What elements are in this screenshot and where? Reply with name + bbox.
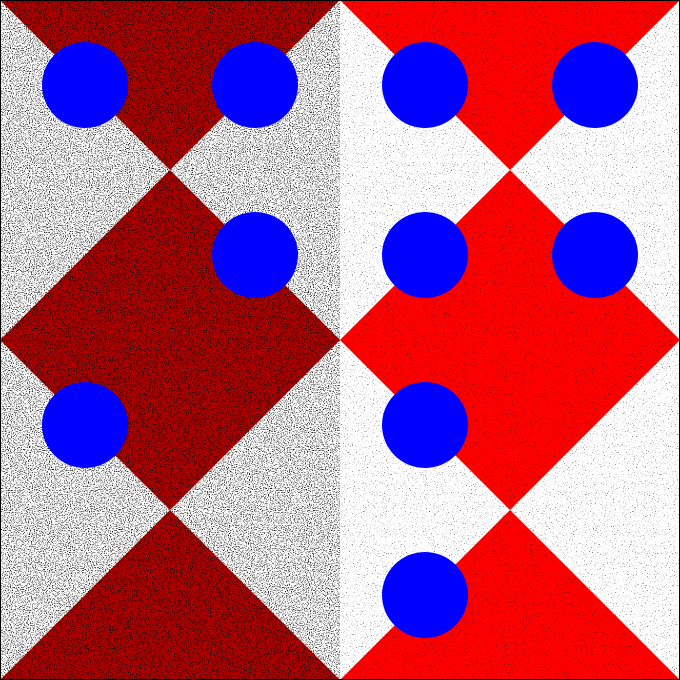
blue-token[interactable] — [382, 42, 468, 128]
blue-token[interactable] — [552, 42, 638, 128]
blue-token[interactable] — [42, 382, 128, 468]
blue-token[interactable] — [552, 212, 638, 298]
blue-token[interactable] — [212, 42, 298, 128]
blue-token[interactable] — [212, 212, 298, 298]
token-layer[interactable] — [42, 42, 638, 638]
blue-token[interactable] — [382, 382, 468, 468]
blue-token[interactable] — [382, 552, 468, 638]
blue-token[interactable] — [42, 42, 128, 128]
blue-token[interactable] — [382, 212, 468, 298]
